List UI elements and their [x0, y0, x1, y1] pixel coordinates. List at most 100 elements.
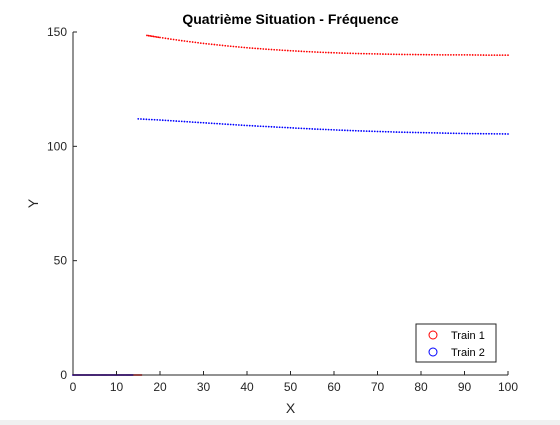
x-tick-label: 50 — [284, 380, 298, 394]
x-tick-label: 90 — [458, 380, 472, 394]
data-point — [439, 132, 441, 134]
data-point — [259, 47, 262, 50]
data-point — [469, 132, 471, 135]
data-point — [150, 118, 153, 121]
data-point — [363, 130, 365, 132]
data-point — [422, 131, 425, 134]
data-point — [357, 52, 360, 55]
data-point — [237, 46, 240, 48]
data-point — [145, 118, 148, 121]
data-point — [420, 131, 422, 134]
data-point — [471, 132, 474, 135]
legend[interactable]: Train 1 Train 2 — [415, 323, 497, 363]
data-point — [349, 52, 352, 55]
data-point — [414, 53, 417, 56]
data-point — [390, 131, 392, 133]
data-point — [314, 128, 316, 130]
data-point — [403, 53, 406, 56]
data-point — [327, 128, 330, 131]
data-point — [202, 121, 205, 124]
data-point — [189, 121, 191, 123]
data-point — [218, 122, 221, 125]
data-point — [254, 47, 257, 50]
data-point — [169, 38, 172, 40]
data-point — [450, 132, 452, 135]
data-point — [477, 54, 479, 56]
data-point — [267, 48, 270, 51]
data-point — [422, 53, 425, 56]
legend-marker — [428, 330, 438, 340]
legend-marker — [428, 347, 438, 357]
data-point — [498, 133, 501, 135]
data-point — [155, 36, 158, 38]
data-point — [292, 127, 295, 129]
data-point — [243, 46, 246, 49]
data-point — [324, 51, 327, 54]
data-point — [414, 131, 417, 134]
data-point — [376, 53, 379, 55]
data-point — [384, 53, 387, 56]
data-point — [156, 118, 159, 121]
data-point — [311, 50, 314, 53]
data-point — [466, 132, 469, 135]
data-point — [455, 132, 458, 135]
y-tick-label: 100 — [47, 139, 67, 153]
data-point — [322, 128, 325, 131]
data-point — [441, 132, 444, 134]
data-point — [183, 40, 186, 42]
data-point — [316, 128, 319, 131]
data-point — [450, 53, 452, 56]
data-point — [496, 132, 499, 135]
data-point — [428, 131, 431, 134]
data-point — [436, 132, 439, 134]
data-point — [273, 48, 276, 51]
data-point — [501, 133, 504, 135]
data-point — [148, 118, 151, 121]
data-point — [496, 54, 499, 56]
data-point — [308, 127, 311, 130]
data-point — [379, 53, 382, 55]
data-point — [428, 53, 431, 56]
data-point — [447, 53, 450, 56]
data-point — [240, 124, 243, 127]
data-point — [485, 54, 488, 56]
data-point — [281, 49, 284, 52]
data-point — [278, 126, 281, 129]
labels-layer: 0 10 20 30 40 50 60 70 80 90 100 0 50 100 150 Quatrième… — [25, 11, 518, 416]
plot-area — [73, 32, 508, 375]
x-tick-label: 0 — [70, 380, 77, 394]
data-point — [425, 53, 428, 56]
data-point — [352, 52, 354, 55]
chart-title: Quatrième Situation - Fréquence — [182, 11, 398, 27]
data-point — [262, 125, 265, 128]
x-tick-label: 80 — [414, 380, 428, 394]
data-point — [417, 131, 420, 134]
data-point — [157, 36, 160, 39]
data-point — [507, 54, 509, 56]
data-point — [324, 128, 327, 131]
data-point — [227, 45, 229, 47]
data-point — [368, 130, 371, 133]
data-point — [172, 38, 175, 41]
data-point — [333, 51, 335, 54]
data-point — [322, 51, 325, 54]
data-point — [455, 53, 458, 56]
data-point — [153, 118, 156, 121]
data-point — [167, 119, 170, 122]
data-point — [303, 127, 305, 130]
data-point — [159, 36, 161, 39]
data-point — [137, 117, 140, 120]
data-point — [371, 130, 373, 133]
data-point — [490, 54, 493, 56]
legend-label: Train 2 — [451, 347, 485, 359]
data-point — [191, 121, 194, 123]
data-point — [452, 53, 455, 56]
data-point — [409, 131, 412, 134]
data-point — [319, 128, 322, 131]
data-point — [411, 53, 414, 56]
data-point — [458, 132, 460, 135]
data-point — [390, 53, 392, 56]
data-point — [270, 125, 273, 128]
data-point — [208, 122, 210, 125]
